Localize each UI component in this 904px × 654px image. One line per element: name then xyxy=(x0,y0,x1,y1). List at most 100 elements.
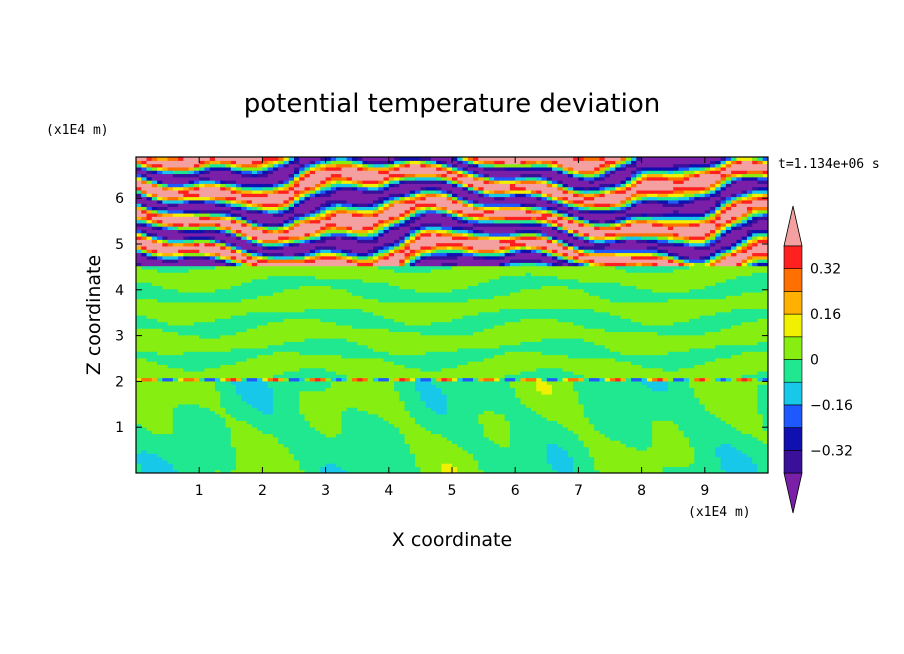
field-cell xyxy=(251,265,258,270)
field-cell xyxy=(136,453,142,458)
field-cell xyxy=(251,469,258,473)
field-cell xyxy=(294,278,300,283)
field-cell xyxy=(320,291,327,296)
field-cell xyxy=(230,443,237,448)
field-cell xyxy=(199,249,206,254)
field-cell xyxy=(209,259,216,263)
field-cell xyxy=(330,170,337,175)
field-cell xyxy=(388,387,395,392)
field-cell xyxy=(283,259,290,263)
field-cell xyxy=(394,301,400,306)
field-cell xyxy=(199,298,206,303)
field-cell xyxy=(141,183,148,188)
field-cell xyxy=(394,183,400,188)
field-cell xyxy=(178,166,184,171)
field-cell xyxy=(367,341,374,346)
field-cell xyxy=(267,222,274,227)
field-cell xyxy=(367,186,374,191)
field-cell xyxy=(267,430,274,435)
field-cell xyxy=(309,163,316,168)
field-cell xyxy=(283,239,290,244)
field-cell xyxy=(357,212,364,217)
field-cell xyxy=(141,397,148,402)
field-cell xyxy=(157,232,163,237)
field-cell xyxy=(183,367,190,372)
field-cell xyxy=(362,420,369,425)
field-cell xyxy=(151,417,158,421)
field-cell xyxy=(251,239,258,244)
field-cell xyxy=(378,239,385,244)
field-cell xyxy=(320,466,327,471)
field-cell xyxy=(204,180,211,184)
field-cell xyxy=(220,249,227,254)
field-cell xyxy=(167,291,174,296)
field-cell xyxy=(404,259,411,263)
field-cell xyxy=(351,433,358,438)
field-cell xyxy=(357,295,364,300)
field-cell xyxy=(304,232,311,237)
field-cell xyxy=(204,311,211,316)
field-cell xyxy=(146,344,153,349)
field-cell xyxy=(172,469,179,473)
field-cell xyxy=(251,403,258,408)
field-cell xyxy=(204,272,211,277)
field-cell xyxy=(199,291,206,296)
field-cell xyxy=(236,189,242,194)
field-cell xyxy=(225,331,232,336)
field-cell xyxy=(193,229,200,234)
field-cell xyxy=(172,308,179,313)
field-cell xyxy=(151,321,158,326)
field-cell xyxy=(236,272,242,277)
field-cell xyxy=(215,242,221,247)
field-cell xyxy=(151,361,158,365)
field-cell xyxy=(330,232,337,237)
field-cell xyxy=(251,160,258,165)
field-cell xyxy=(336,338,342,342)
field-cell xyxy=(241,301,248,306)
field-cell xyxy=(304,426,311,431)
field-cell xyxy=(394,226,400,231)
field-cell xyxy=(146,259,153,263)
field-cell xyxy=(288,456,295,461)
field-cell xyxy=(146,311,153,316)
field-cell xyxy=(246,361,253,365)
field-cell xyxy=(146,285,153,290)
field-cell xyxy=(136,331,142,336)
field-cell xyxy=(341,453,348,458)
field-cell xyxy=(341,440,348,444)
field-cell xyxy=(262,255,269,260)
field-cell xyxy=(320,370,327,375)
field-cell xyxy=(204,245,211,250)
field-cell xyxy=(330,272,337,277)
field-cell xyxy=(157,288,163,293)
field-cell xyxy=(304,364,311,369)
field-cell xyxy=(199,400,206,405)
field-cell xyxy=(178,295,184,300)
field-cell xyxy=(383,259,390,263)
field-cell xyxy=(183,341,190,346)
field-cell xyxy=(341,255,348,260)
field-cell xyxy=(325,364,332,369)
field-cell xyxy=(299,166,306,171)
field-cell xyxy=(304,252,311,257)
field-cell xyxy=(304,449,311,454)
field-cell xyxy=(315,394,321,398)
field-cell xyxy=(304,324,311,329)
field-cell xyxy=(157,186,163,191)
field-cell xyxy=(325,453,332,458)
field-cell xyxy=(320,305,327,310)
field-cell xyxy=(230,163,237,168)
field-cell xyxy=(151,259,158,263)
field-cell xyxy=(178,449,184,454)
field-cell xyxy=(409,466,416,471)
field-cell xyxy=(304,176,311,181)
field-cell xyxy=(278,321,285,326)
field-cell xyxy=(215,456,221,461)
field-cell xyxy=(178,249,184,254)
field-cell xyxy=(183,407,190,412)
field-cell xyxy=(383,315,390,319)
field-cell xyxy=(351,403,358,408)
field-cell xyxy=(394,417,400,421)
field-cell xyxy=(315,351,321,356)
field-cell xyxy=(146,186,153,191)
